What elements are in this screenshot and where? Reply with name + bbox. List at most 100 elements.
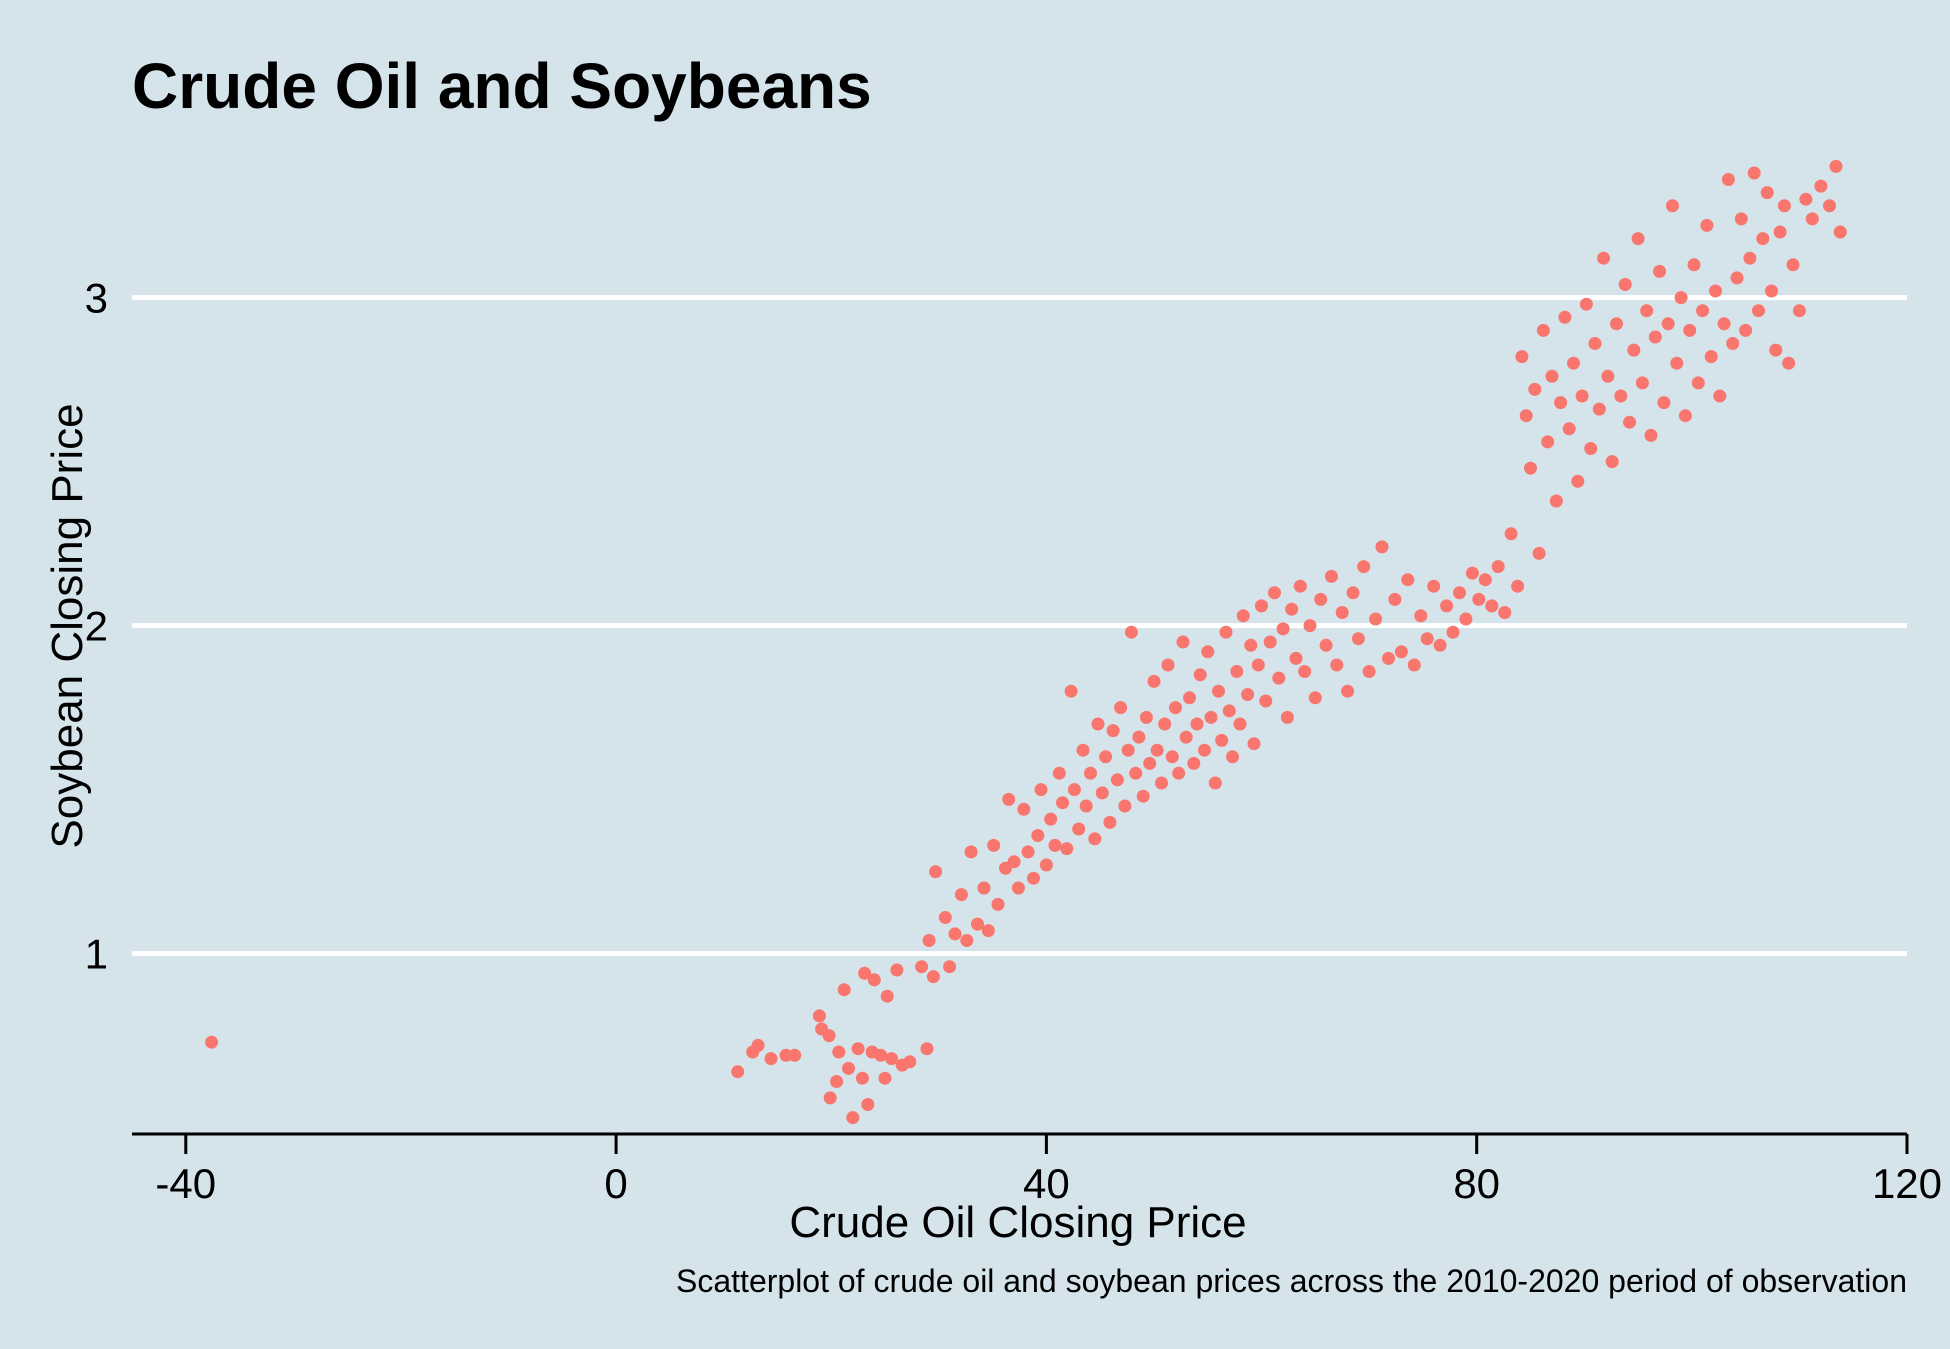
data-point [1183,691,1196,705]
data-point [903,1055,917,1069]
data-point [1666,199,1679,213]
x-axis-title: Crude Oil Closing Price [789,1198,1246,1247]
data-point [1143,756,1157,770]
data-point [1052,766,1066,780]
data-point [943,960,957,974]
data-point [1528,382,1542,396]
data-point [830,1075,844,1088]
data-point [788,1048,802,1062]
data-point [1511,579,1525,593]
data-point [1027,871,1040,885]
data-point [1519,409,1533,423]
data-point [926,970,940,984]
data-point [1782,356,1796,370]
data-point [1219,625,1233,639]
data-point [1536,323,1550,337]
data-point [1765,284,1778,298]
data-point [855,1071,869,1085]
x-tick-label: -40 [155,1160,216,1207]
data-point [1169,701,1182,715]
data-point [1129,766,1143,780]
data-point [205,1035,219,1049]
data-point [1172,766,1186,780]
data-point [971,917,984,931]
data-point [1427,579,1441,593]
data-point [1369,612,1383,626]
data-point [1709,284,1722,298]
data-point [1076,743,1090,757]
data-point [1440,599,1454,613]
data-point [1388,592,1402,606]
data-point [1786,258,1800,272]
data-point [1176,635,1190,649]
data-point [1635,376,1649,390]
data-point [1823,199,1836,213]
data-point [1713,389,1727,403]
data-point [1330,658,1344,672]
data-point [1657,396,1671,410]
data-point [1357,560,1371,574]
data-point [1088,832,1102,846]
data-point [1118,799,1132,813]
data-point [832,1045,846,1059]
data-point [1198,743,1211,757]
data-point [1627,343,1641,357]
x-tick-label: 120 [1872,1160,1942,1207]
data-point [1201,645,1215,659]
data-point [1478,573,1492,587]
data-point [1498,606,1512,619]
data-point [1769,343,1783,357]
data-point [1222,704,1236,718]
data-point [1272,671,1286,685]
data-point [842,1061,855,1075]
data-point [1072,822,1086,836]
x-tick-label: 40 [1023,1160,1070,1207]
data-point [1799,192,1813,206]
data-point [915,960,929,974]
data-point [861,1098,875,1111]
data-point [1472,592,1486,606]
data-point [1161,658,1175,672]
data-point [1571,474,1585,488]
data-point [964,845,978,859]
data-point [1259,694,1273,708]
data-point [1247,737,1261,751]
data-point [1079,799,1093,813]
data-point [1021,845,1035,859]
gridlines [132,295,1907,957]
data-point [1335,606,1349,619]
y-tick-label: 1 [85,931,108,978]
data-point [1044,812,1058,826]
data-point [1696,304,1710,318]
data-point [1017,802,1031,816]
data-point [1734,212,1748,226]
data-point [948,927,962,941]
data-point [1215,733,1229,747]
data-point [1777,199,1791,213]
data-point [1179,730,1193,744]
data-point [1276,622,1290,636]
y-axis-title: Soybean Closing Price [43,403,92,848]
data-point [1314,592,1328,606]
data-point [1491,560,1505,574]
data-point [1147,674,1161,688]
data-point [1631,232,1645,246]
data-point [1648,330,1662,344]
data-point [1158,717,1172,731]
data-point [1414,609,1428,623]
data-point [1554,396,1568,410]
data-point [1346,586,1360,600]
data-point [1031,829,1045,842]
data-point [1011,881,1025,895]
data-point [1351,632,1365,646]
chart-title: Crude Oil and Soybeans [132,50,872,122]
chart-caption: Scatterplot of crude oil and soybean pri… [676,1263,1907,1299]
data-point [1532,546,1546,560]
data-point [1700,218,1714,232]
data-point [1515,350,1529,364]
data-point [1545,369,1559,383]
x-axis: -40 0 40 80 120 [132,1132,1942,1207]
data-point [1614,389,1628,403]
y-tick-label: 3 [85,275,108,322]
data-point [1588,337,1602,350]
